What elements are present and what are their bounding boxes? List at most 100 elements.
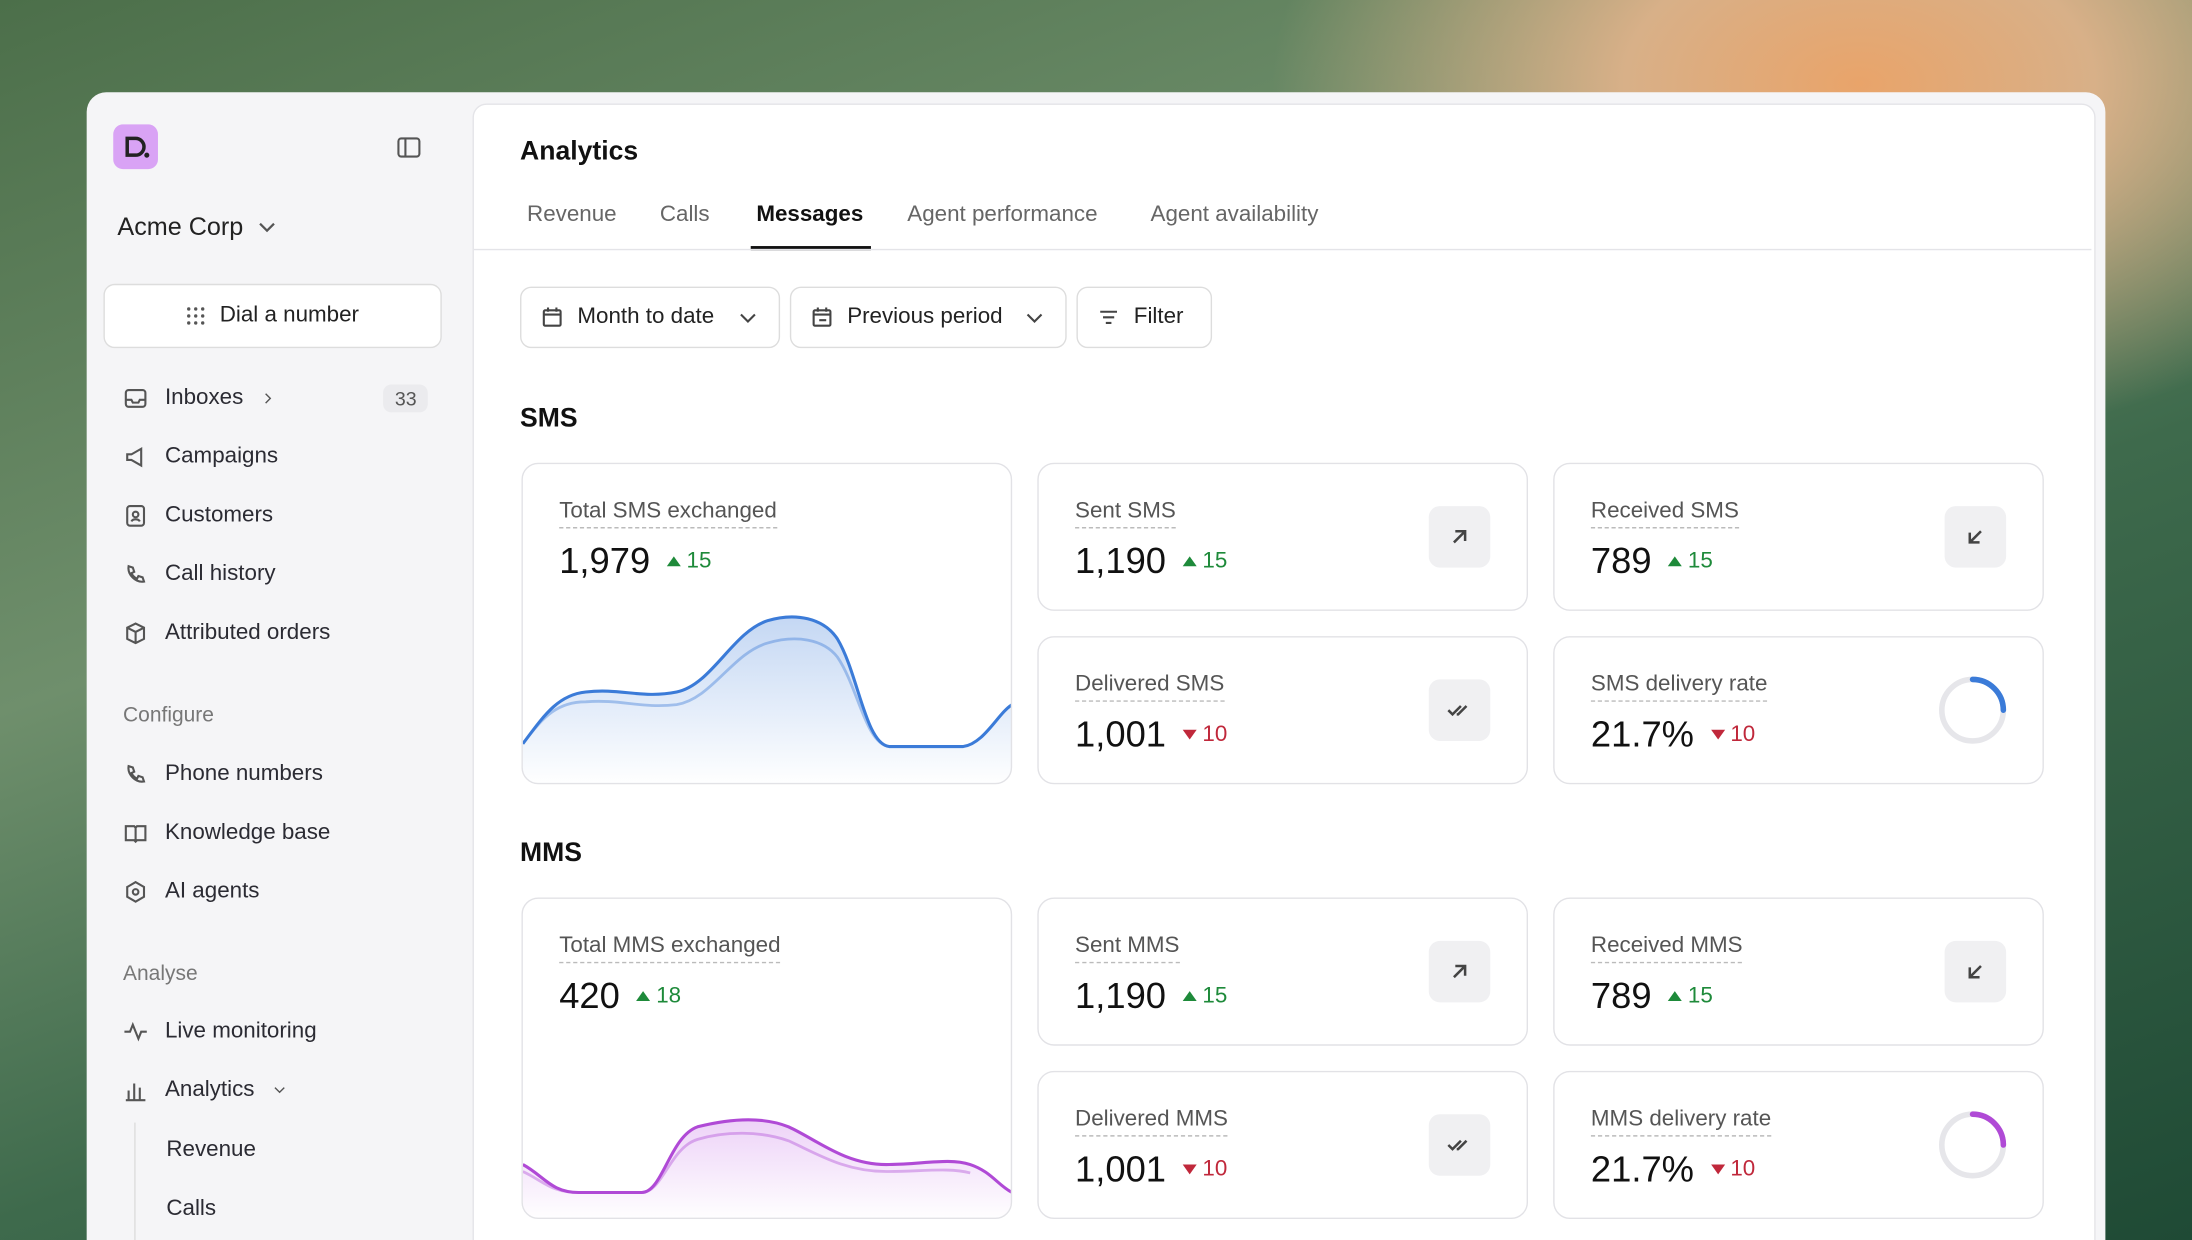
nav-item[interactable]: Call history: [123, 554, 276, 596]
sparkline: [522, 899, 1011, 1218]
metric-value: 21.7% 10: [1591, 713, 1755, 756]
collapse-sidebar[interactable]: [397, 137, 421, 158]
metric-number: 1,001: [1075, 712, 1167, 755]
metric-value: 789 15: [1591, 540, 1713, 583]
sparkline: [522, 464, 1011, 783]
metric-change: 15: [1668, 983, 1713, 1008]
metric-label: MMS delivery rate: [1590, 1107, 1772, 1137]
badge: 33: [383, 384, 428, 413]
metric-card[interactable]: Delivered MMS 1,001 10: [1037, 1070, 1529, 1220]
metric-card[interactable]: Total MMS exchanged 420 18: [521, 897, 1013, 1220]
filter-label: Filter: [1133, 304, 1184, 329]
nav-label: Analytics: [164, 1077, 255, 1102]
org-name: Acme Corp: [117, 212, 244, 241]
nav-item[interactable]: AI agents: [123, 871, 259, 913]
progress-ring: [1936, 1109, 2009, 1182]
dial-button[interactable]: Dial a number: [103, 283, 442, 349]
metric-change: 10: [1183, 722, 1227, 747]
metric-card[interactable]: MMS delivery rate 21.7% 10: [1553, 1070, 2044, 1220]
metric-label: Received MMS: [1590, 934, 1743, 964]
tab[interactable]: Agent availability: [1150, 202, 1319, 227]
nav-label: Campaigns: [164, 444, 279, 469]
metric-card[interactable]: Delivered SMS 1,001 10: [1037, 636, 1529, 785]
progress-ring: [1936, 674, 2009, 747]
section-title: Configure: [123, 703, 214, 727]
nav-subitem[interactable]: Calls: [166, 1196, 217, 1221]
metric-change: 15: [667, 549, 712, 574]
metric-change: 10: [1711, 1157, 1755, 1182]
tab-active[interactable]: Messages: [756, 202, 864, 227]
filter-button[interactable]: Month to date: [520, 286, 781, 349]
nav-label: Phone numbers: [164, 761, 323, 786]
card-icon: [1428, 1114, 1491, 1176]
nav-label: AI agents: [164, 879, 260, 904]
page-title: Analytics: [520, 137, 639, 167]
metric-value: 1,190 15: [1075, 974, 1227, 1017]
nav-item[interactable]: Live monitoring: [123, 1011, 317, 1053]
nav-subitem[interactable]: Revenue: [166, 1137, 256, 1162]
card-icon: [1428, 940, 1491, 1003]
metric-number: 21.7%: [1590, 1147, 1695, 1190]
metric-number: 1,190: [1075, 974, 1167, 1017]
section-title: Analyse: [123, 961, 198, 986]
nav-item[interactable]: Phone numbers: [123, 754, 323, 796]
card-icon: [1944, 940, 2007, 1003]
filter-label: Month to date: [577, 304, 715, 329]
metric-card[interactable]: SMS delivery rate 21.7% 10: [1553, 636, 2044, 785]
org-switcher[interactable]: Acme Corp: [117, 212, 276, 241]
metric-card[interactable]: Sent MMS 1,190 15: [1037, 897, 1529, 1046]
metric-number: 789: [1590, 974, 1652, 1017]
card-icon: [1428, 679, 1491, 741]
metric-value: 420 18: [559, 974, 681, 1017]
metric-number: 1,001: [1075, 1147, 1167, 1190]
nav-item[interactable]: Customers: [123, 495, 273, 537]
tree-line: [134, 1122, 136, 1240]
metric-value: 1,001 10: [1075, 713, 1227, 756]
metric-value: 789 15: [1591, 974, 1713, 1017]
metric-number: 420: [559, 974, 620, 1017]
metric-change: 15: [1183, 549, 1227, 574]
metric-change: 10: [1711, 722, 1755, 747]
metric-label: Sent MMS: [1075, 934, 1180, 964]
nav-label: Live monitoring: [164, 1019, 317, 1043]
metric-card[interactable]: Received SMS 789 15: [1553, 462, 2044, 611]
filter-label: Previous period: [847, 304, 1003, 329]
card-icon: [1944, 506, 2007, 568]
tab[interactable]: Revenue: [527, 202, 617, 227]
metric-value: 1,001 10: [1075, 1148, 1227, 1191]
metric-change: 15: [1668, 549, 1713, 574]
metric-number: 21.7%: [1590, 712, 1695, 755]
nav-label: Attributed orders: [164, 620, 331, 645]
nav-label: Inboxes: [164, 385, 244, 410]
filter-button[interactable]: Previous period: [789, 286, 1067, 349]
metric-number: 1,979: [559, 539, 651, 582]
metric-label: Sent SMS: [1075, 499, 1176, 529]
metric-number: 1,190: [1075, 539, 1167, 582]
section-title: MMS: [520, 838, 583, 869]
metric-change: 10: [1183, 1157, 1227, 1182]
nav-label: Customers: [164, 503, 274, 528]
section-title: SMS: [520, 404, 578, 434]
nav-item[interactable]: Campaigns: [123, 436, 278, 478]
nav-item[interactable]: Attributed orders: [123, 612, 330, 654]
nav-label: Knowledge base: [164, 820, 331, 845]
metric-number: 789: [1590, 539, 1652, 582]
logo: [113, 124, 158, 170]
tab[interactable]: Agent performance: [907, 202, 1098, 227]
nav-item[interactable]: Inboxes 33: [123, 377, 428, 419]
metric-card[interactable]: Sent SMS 1,190 15: [1037, 462, 1529, 611]
metric-label: SMS delivery rate: [1590, 672, 1768, 702]
metric-card[interactable]: Received MMS 789 15: [1553, 897, 2044, 1046]
metric-label: Delivered MMS: [1075, 1107, 1228, 1137]
divider: [473, 248, 2092, 251]
metric-label: Total SMS exchanged: [559, 499, 777, 529]
metric-value: 21.7% 10: [1591, 1148, 1755, 1191]
metric-change: 18: [637, 983, 681, 1008]
filter-button[interactable]: Filter: [1076, 286, 1213, 349]
metric-card[interactable]: Total SMS exchanged 1,979 15: [521, 462, 1013, 785]
nav-item[interactable]: Analytics: [123, 1069, 288, 1111]
nav-item[interactable]: Knowledge base: [123, 812, 330, 854]
tab[interactable]: Calls: [659, 202, 710, 227]
